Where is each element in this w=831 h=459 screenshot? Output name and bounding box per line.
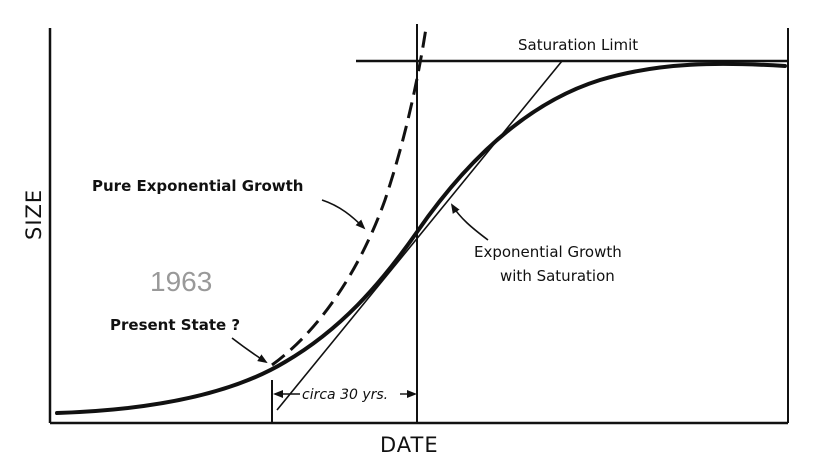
year-label: 1963 [150,266,212,297]
interval-label: circa 30 yrs. [302,387,388,403]
pure-exponential-arrow [321,199,366,230]
pure-exponential-curve [271,27,428,367]
x-axis-label: DATE [380,433,439,457]
y-axis-label: SIZE [22,189,46,240]
saturation-curve-arrow [450,203,489,241]
present-state-label: Present State ? [110,316,240,334]
exp-saturation-label-line2: with Saturation [500,267,615,285]
tangent-line [276,60,563,411]
saturation-limit-label: Saturation Limit [518,36,638,54]
logistic-curve [55,61,787,415]
exp-saturation-label-line1: Exponential Growth [474,243,622,261]
present-state-arrow [231,337,268,364]
pure-exponential-label: Pure Exponential Growth [92,177,303,195]
